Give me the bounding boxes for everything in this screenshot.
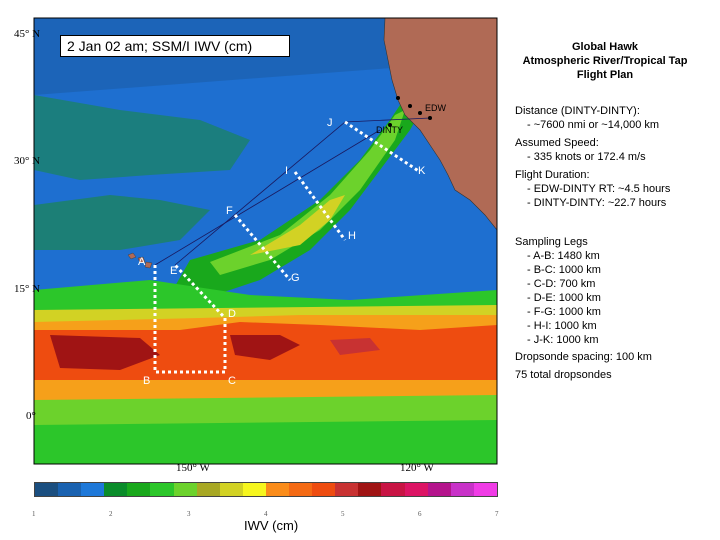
colorbar-swatch bbox=[312, 483, 336, 496]
lat-label-15n: 15° N bbox=[14, 283, 41, 295]
leg-item: - H-I: 1000 km bbox=[527, 320, 597, 332]
colorbar-tick: 7 bbox=[495, 510, 499, 518]
sampling-legs: Sampling Legs - A-B: 1480 km - B-C: 1000… bbox=[515, 235, 652, 382]
leg-item: - A-B: 1480 km bbox=[527, 250, 600, 262]
colorbar-tick: 6 bbox=[418, 510, 422, 518]
edw-label: EDW bbox=[425, 103, 446, 113]
colorbar-swatch bbox=[335, 483, 359, 496]
tropical-peak bbox=[50, 335, 160, 370]
colorbar-swatch bbox=[127, 483, 151, 496]
atmospheric-river-core bbox=[210, 110, 405, 275]
hawaii-islands bbox=[127, 252, 153, 269]
duration-label: Flight Duration: bbox=[515, 169, 590, 181]
colorbar-label: IWV (cm) bbox=[244, 518, 299, 533]
map-frame bbox=[33, 17, 498, 465]
leg-item: - B-C: 1000 km bbox=[527, 264, 601, 276]
colorbar-swatch bbox=[427, 483, 451, 496]
iwv-colorbar bbox=[34, 482, 498, 497]
waypoint-k: K bbox=[418, 165, 426, 177]
colorbar-swatch bbox=[173, 483, 197, 496]
colorbar-swatch bbox=[289, 483, 313, 496]
colorbar-swatch bbox=[358, 483, 382, 496]
waypoint-c: C bbox=[228, 375, 236, 387]
leg-item: - F-G: 1000 km bbox=[527, 306, 601, 318]
dropsonde-total: 75 total dropsondes bbox=[515, 369, 612, 381]
dinty-label: DINTY bbox=[376, 125, 403, 135]
lon-label-120w: 120° W bbox=[400, 462, 434, 474]
duration-dd: - DINTY-DINTY: ~22.7 hours bbox=[527, 197, 667, 209]
flight-path bbox=[153, 120, 421, 374]
leg-item: - J-K: 1000 km bbox=[527, 334, 599, 346]
lon-label-150w: 150° W bbox=[176, 462, 210, 474]
north-america-land bbox=[383, 18, 497, 231]
colorbar-swatch bbox=[473, 483, 497, 496]
waypoint-a: A bbox=[138, 256, 146, 268]
colorbar-swatch bbox=[35, 483, 59, 496]
waypoint-d: D bbox=[228, 308, 236, 320]
moisture-region bbox=[34, 195, 210, 250]
moisture-core bbox=[250, 195, 345, 255]
moisture-region bbox=[34, 95, 250, 180]
colorbar-tick: 4 bbox=[264, 510, 268, 518]
colorbar-tick: 2 bbox=[109, 510, 113, 518]
colorbar-swatch bbox=[450, 483, 474, 496]
colorbar-swatch bbox=[58, 483, 82, 496]
waypoint-e: E bbox=[170, 265, 178, 277]
title-line: Atmospheric River/Tropical Tap bbox=[522, 55, 688, 67]
tropical-peak bbox=[230, 335, 300, 360]
distance-value: - ~7600 nmi or ~14,000 km bbox=[527, 119, 660, 131]
speed-value: - 335 knots or 172.4 m/s bbox=[527, 151, 646, 163]
title-line: Flight Plan bbox=[576, 69, 634, 81]
leg-item: - D-E: 1000 km bbox=[527, 292, 601, 304]
colorbar-swatch bbox=[104, 483, 128, 496]
tropical-peak bbox=[330, 338, 380, 355]
title-line: Global Hawk bbox=[571, 41, 639, 53]
transit-lines bbox=[154, 117, 431, 266]
waypoint-j: J bbox=[327, 117, 333, 129]
colorbar-tick: 3 bbox=[187, 510, 191, 518]
lat-label-45n: 45° N bbox=[14, 28, 41, 40]
flight-plan-title: Global Hawk Atmospheric River/Tropical T… bbox=[505, 40, 705, 82]
colorbar-swatch bbox=[219, 483, 243, 496]
lat-label-30n: 30° N bbox=[14, 155, 41, 167]
leg-item: - C-D: 700 km bbox=[527, 278, 596, 290]
dropsonde-spacing: Dropsonde spacing: 100 km bbox=[515, 351, 652, 363]
colorbar-swatch bbox=[381, 483, 405, 496]
lat-label-0: 0° bbox=[26, 410, 36, 422]
waypoint-b: B bbox=[143, 375, 151, 387]
duration-rt: - EDW-DINTY RT: ~4.5 hours bbox=[527, 183, 671, 195]
colorbar-swatch bbox=[150, 483, 174, 496]
waypoint-h: H bbox=[348, 230, 356, 242]
map-title: 2 Jan 02 am; SSM/I IWV (cm) bbox=[60, 35, 290, 57]
waypoint-i: I bbox=[285, 165, 289, 177]
waypoint-f: F bbox=[226, 205, 233, 217]
speed-label: Assumed Speed: bbox=[515, 137, 599, 149]
flight-info: Distance (DINTY-DINTY): - ~7600 nmi or ~… bbox=[515, 104, 670, 210]
colorbar-tick: 5 bbox=[341, 510, 345, 518]
edw-route-dots bbox=[388, 96, 432, 127]
waypoint-g: G bbox=[291, 272, 300, 284]
colorbar-swatch bbox=[404, 483, 428, 496]
colorbar-swatch bbox=[265, 483, 290, 496]
distance-label: Distance (DINTY-DINTY): bbox=[515, 105, 640, 117]
colorbar-swatch bbox=[81, 483, 105, 496]
colorbar-tick: 1 bbox=[32, 510, 36, 518]
colorbar-swatch bbox=[196, 483, 220, 496]
colorbar-swatch bbox=[242, 483, 266, 496]
legs-label: Sampling Legs bbox=[515, 236, 588, 248]
